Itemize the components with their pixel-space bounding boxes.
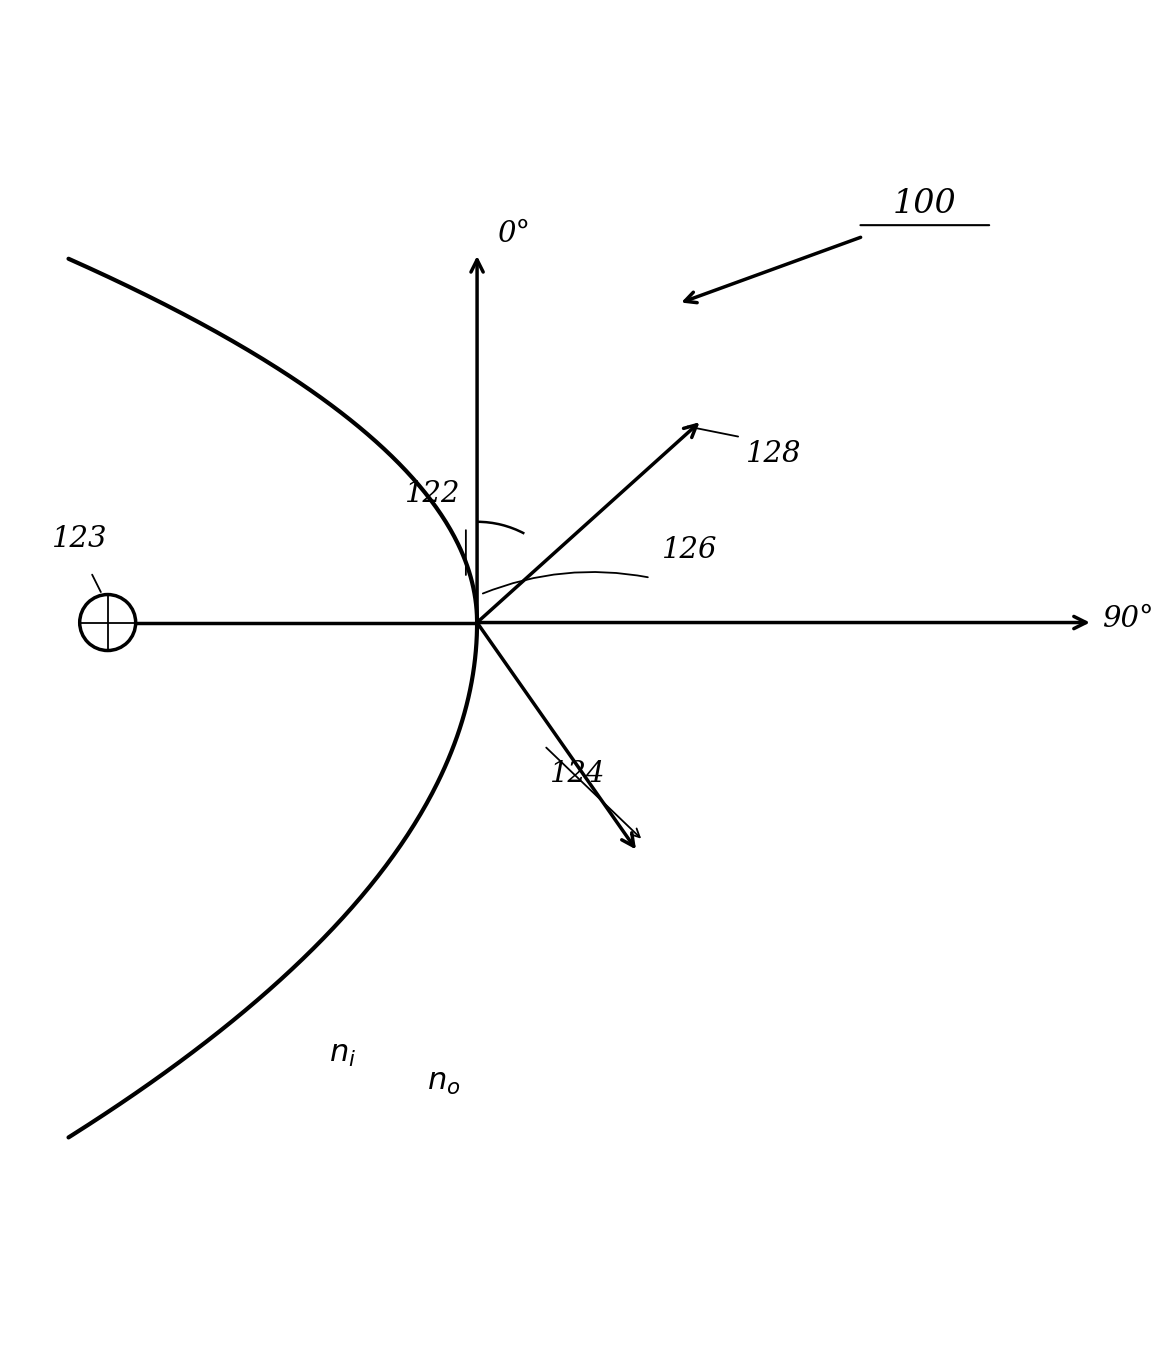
- Text: 90°: 90°: [1102, 605, 1153, 634]
- Text: 123: 123: [52, 525, 107, 552]
- Text: 128: 128: [747, 440, 802, 468]
- Text: 122: 122: [404, 480, 460, 508]
- Text: 124: 124: [550, 760, 606, 787]
- Text: $n_i$: $n_i$: [330, 1038, 356, 1069]
- Text: 126: 126: [662, 536, 718, 563]
- Text: $n_o$: $n_o$: [426, 1067, 460, 1096]
- Text: 100: 100: [892, 187, 956, 220]
- Text: 0°: 0°: [497, 220, 530, 247]
